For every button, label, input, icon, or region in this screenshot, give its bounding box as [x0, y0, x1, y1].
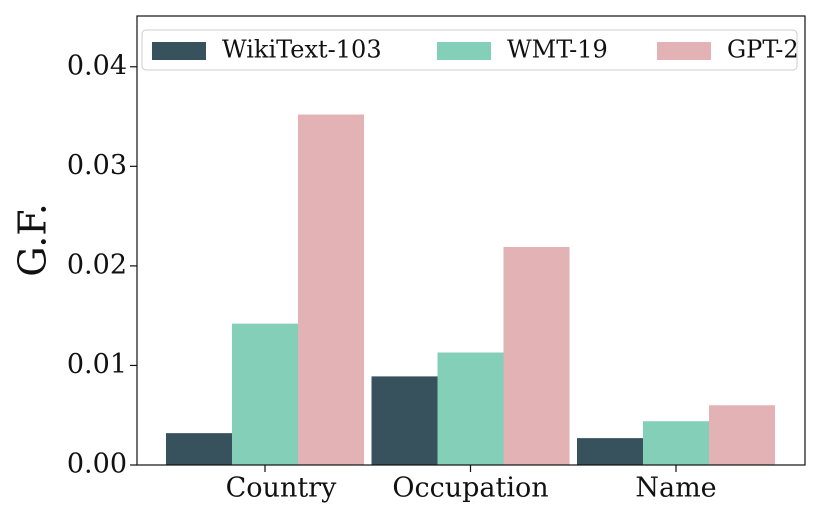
legend-swatch — [657, 42, 711, 60]
y-tick-label: 0.03 — [67, 150, 127, 181]
y-tick-label: 0.01 — [67, 349, 127, 380]
bar — [371, 376, 438, 465]
y-tick-label: 0.00 — [67, 449, 127, 480]
x-tick-label: Country — [226, 473, 337, 504]
legend-label: WikiText-103 — [222, 36, 382, 64]
bar — [232, 323, 298, 465]
bar — [643, 421, 709, 465]
y-axis-label: G.F. — [11, 203, 55, 277]
x-tick-label: Name — [635, 473, 716, 504]
x-tick-label: Occupation — [392, 473, 548, 504]
bar — [298, 114, 364, 465]
legend-label: WMT-19 — [507, 36, 608, 64]
legend-swatch — [152, 42, 206, 60]
y-tick-label: 0.02 — [67, 249, 127, 280]
legend-label: GPT-2 — [727, 36, 799, 64]
legend-swatch — [437, 42, 491, 60]
y-tick-label: 0.04 — [67, 50, 127, 81]
bar — [577, 438, 643, 465]
bar — [709, 405, 775, 465]
plot-frame — [136, 15, 806, 466]
bar — [503, 246, 570, 465]
bar — [437, 352, 504, 465]
bar — [166, 433, 232, 465]
